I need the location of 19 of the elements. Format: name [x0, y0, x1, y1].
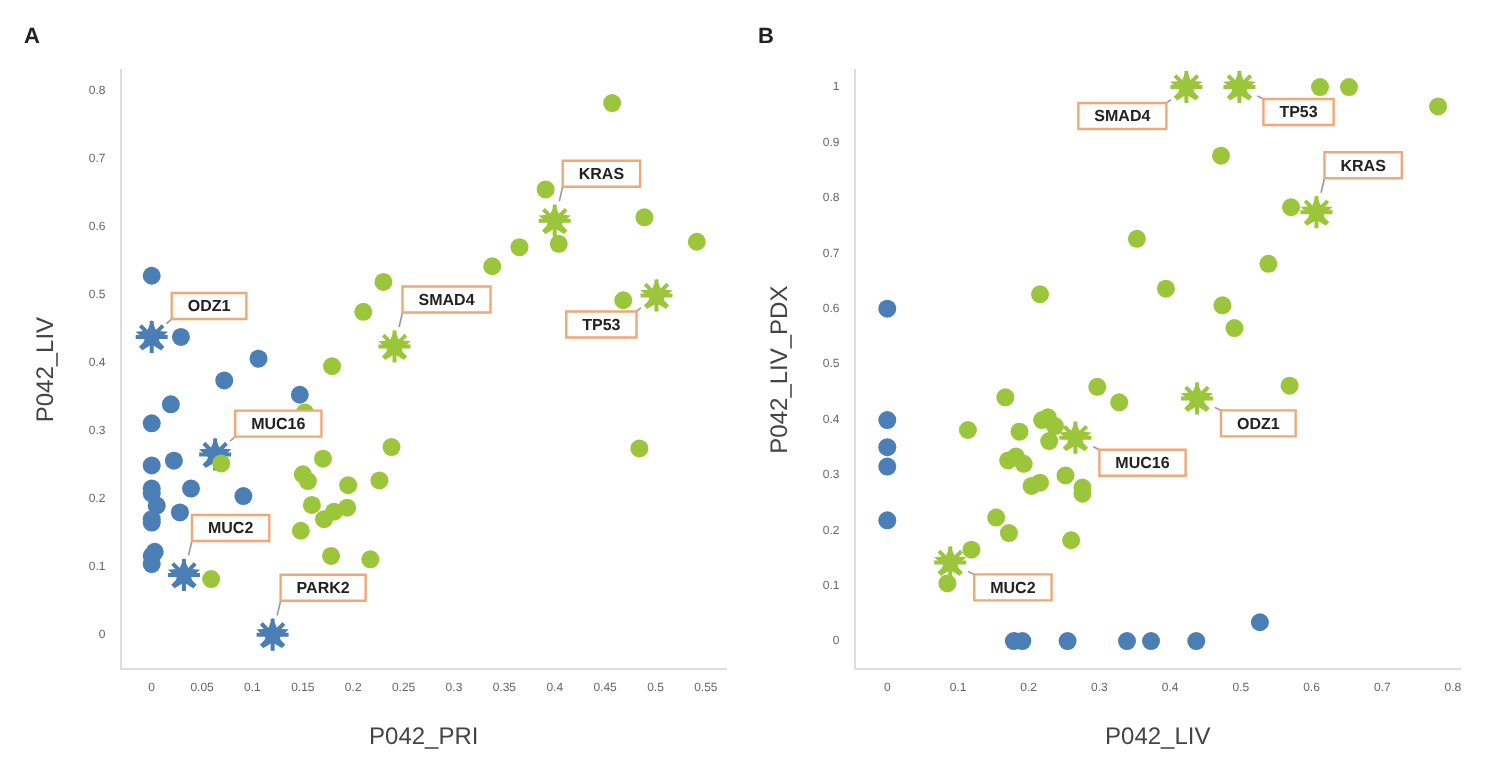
annotation: TP53 — [1279, 103, 1319, 122]
annotation: MUC2 — [207, 519, 255, 538]
annotation: MUC16 — [251, 415, 307, 434]
annotation: ODZ1 — [187, 297, 232, 316]
annotation: KRAS — [1340, 156, 1388, 175]
y-axis-title: P042_LIV — [31, 316, 60, 423]
annotation: PARK2 — [296, 579, 351, 598]
annotation: TP53 — [582, 315, 622, 334]
chart-title: B — [758, 25, 774, 50]
annotation: SMAD4 — [418, 290, 476, 309]
annotation: MUC2 — [990, 578, 1037, 597]
annotation: SMAD4 — [1094, 107, 1152, 126]
annotation: KRAS — [578, 165, 626, 184]
x-axis-title: P042_PRI — [369, 722, 479, 751]
x-axis-title: P042_LIV — [1105, 722, 1211, 751]
chart-title: A — [24, 25, 40, 50]
annotation: MUC16 — [1115, 454, 1171, 473]
y-axis-title: P042_LIV_PDX — [765, 285, 794, 454]
annotation: ODZ1 — [1236, 414, 1281, 433]
